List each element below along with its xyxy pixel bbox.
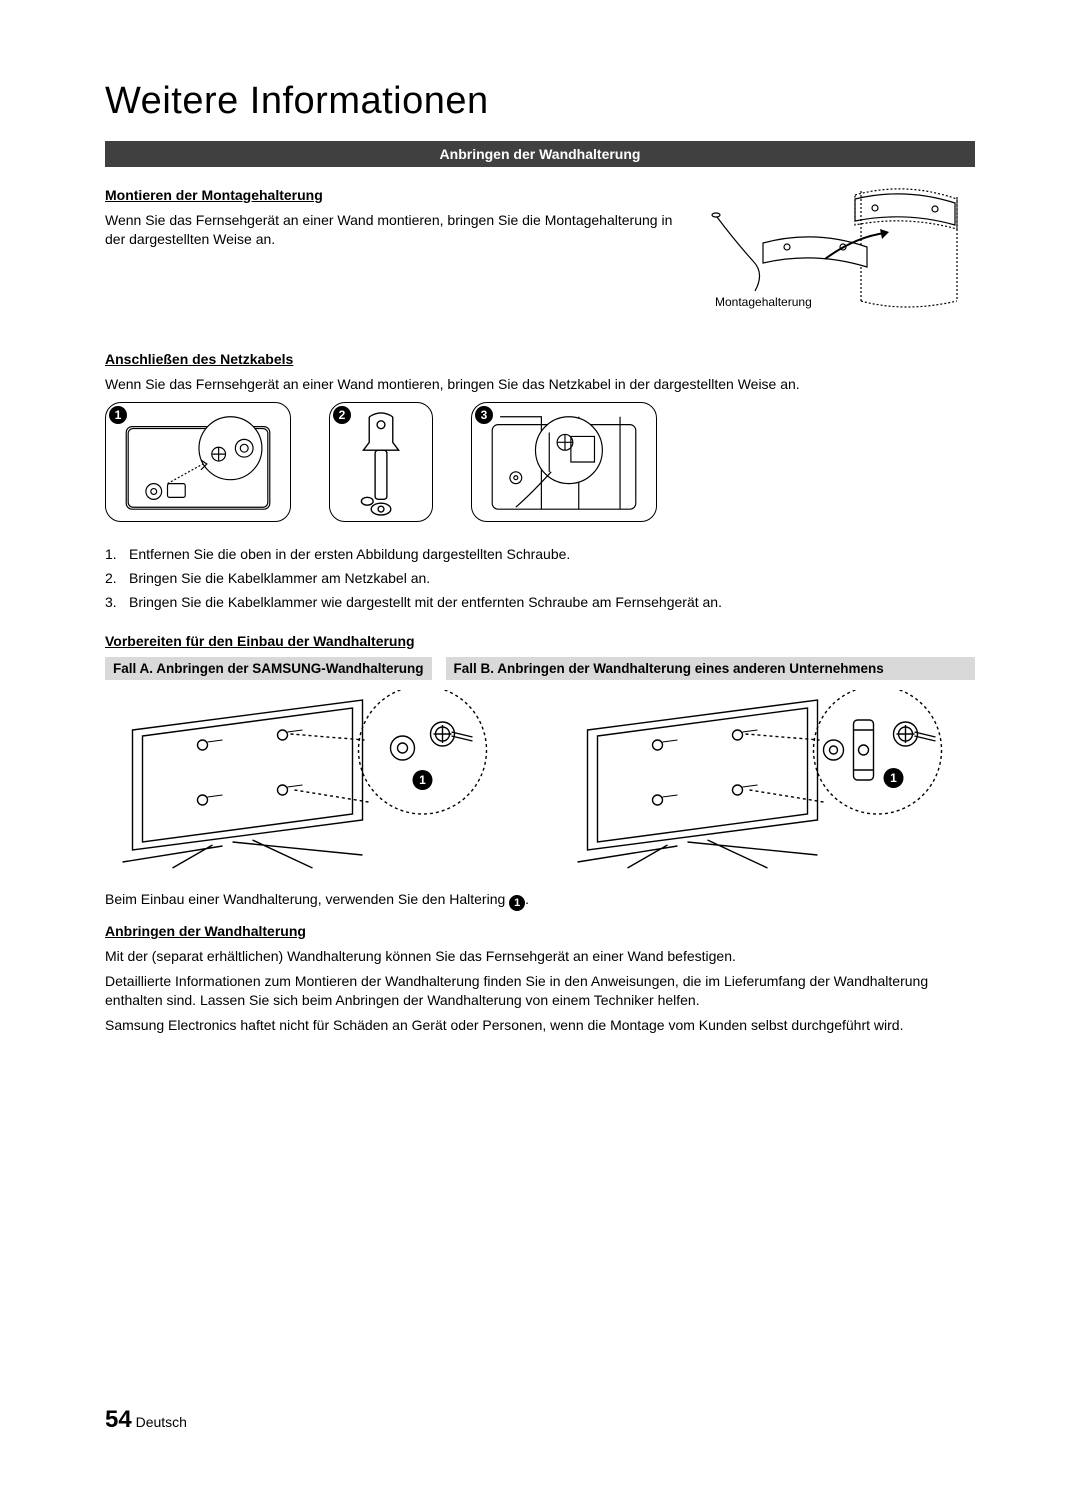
section2-text: Wenn Sie das Fernsehgerät an einer Wand …: [105, 375, 975, 394]
section4-p2: Detaillierte Informationen zum Montieren…: [105, 972, 975, 1010]
section-mounting-bracket: Montieren der Montagehalterung Wenn Sie …: [105, 181, 975, 311]
cable-figure-1: 1: [105, 402, 291, 522]
step-item: 3.Bringen Sie die Kabelklammer wie darge…: [105, 592, 975, 613]
step-badge-2: 2: [333, 406, 351, 424]
cable-figure-3: 3: [471, 402, 657, 522]
cable-figure-2: 2: [329, 402, 433, 522]
bracket-figure: Montagehalterung: [705, 181, 975, 311]
ring-note-post: .: [525, 891, 529, 907]
section4-p1: Mit der (separat erhältlichen) Wandhalte…: [105, 947, 975, 966]
manual-page: Weitere Informationen Anbringen der Wand…: [0, 0, 1080, 1494]
cable-steps-list: 1.Entfernen Sie die oben in der ersten A…: [105, 544, 975, 613]
cable-figures-row: 1 2: [105, 402, 975, 522]
step-text: Bringen Sie die Kabelklammer am Netzkabe…: [129, 570, 430, 586]
page-footer: 54 Deutsch: [105, 1406, 187, 1434]
section1-heading: Montieren der Montagehalterung: [105, 187, 685, 203]
step-badge-1: 1: [109, 406, 127, 424]
step-badge-3: 3: [475, 406, 493, 424]
section3-heading: Vorbereiten für den Einbau der Wandhalte…: [105, 633, 975, 649]
step-item: 2.Bringen Sie die Kabelklammer am Netzka…: [105, 568, 975, 589]
tv-figure-a: 1: [105, 690, 520, 870]
tv-figure-b: 1: [560, 690, 975, 870]
section-band: Anbringen der Wandhalterung: [105, 141, 975, 167]
section2-heading: Anschließen des Netzkabels: [105, 351, 975, 367]
svg-text:1: 1: [890, 771, 897, 785]
section4-heading: Anbringen der Wandhalterung: [105, 923, 975, 939]
step-text: Entfernen Sie die oben in der ersten Abb…: [129, 546, 570, 562]
bracket-svg: [705, 181, 975, 311]
ring-badge-icon: 1: [509, 895, 525, 911]
svg-text:1: 1: [419, 773, 426, 787]
section4-p3: Samsung Electronics haftet nicht für Sch…: [105, 1016, 975, 1035]
case-a-header: Fall A. Anbringen der SAMSUNG-Wandhalter…: [105, 657, 432, 680]
page-number: 54: [105, 1406, 132, 1433]
section1-text-column: Montieren der Montagehalterung Wenn Sie …: [105, 181, 685, 311]
section1-text: Wenn Sie das Fernsehgerät an einer Wand …: [105, 211, 685, 249]
tv-figures-row: 1: [105, 690, 975, 870]
page-language: Deutsch: [136, 1414, 187, 1430]
case-headers: Fall A. Anbringen der SAMSUNG-Wandhalter…: [105, 657, 975, 680]
step-item: 1.Entfernen Sie die oben in der ersten A…: [105, 544, 975, 565]
ring-note: Beim Einbau einer Wandhalterung, verwend…: [105, 890, 975, 911]
page-title: Weitere Informationen: [105, 80, 975, 123]
case-b-header: Fall B. Anbringen der Wandhalterung eine…: [446, 657, 976, 680]
step-text: Bringen Sie die Kabelklammer wie dargest…: [129, 594, 722, 610]
ring-note-pre: Beim Einbau einer Wandhalterung, verwend…: [105, 891, 509, 907]
bracket-figure-label: Montagehalterung: [715, 295, 812, 309]
